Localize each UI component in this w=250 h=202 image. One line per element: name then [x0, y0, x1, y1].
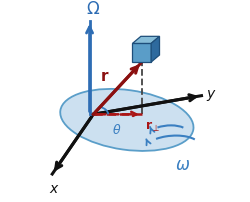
Text: $x$: $x$	[49, 182, 60, 196]
Polygon shape	[132, 37, 160, 44]
Text: $\theta$: $\theta$	[112, 122, 121, 136]
Polygon shape	[132, 44, 151, 63]
Text: $\Omega$: $\Omega$	[86, 0, 100, 18]
Polygon shape	[151, 37, 160, 63]
Ellipse shape	[60, 89, 194, 151]
Text: $\mathbf{r}$: $\mathbf{r}$	[100, 68, 109, 83]
Text: $\omega$: $\omega$	[175, 156, 190, 174]
Text: $\mathbf{r}_\perp$: $\mathbf{r}_\perp$	[144, 119, 160, 133]
Text: $y$: $y$	[206, 88, 217, 103]
